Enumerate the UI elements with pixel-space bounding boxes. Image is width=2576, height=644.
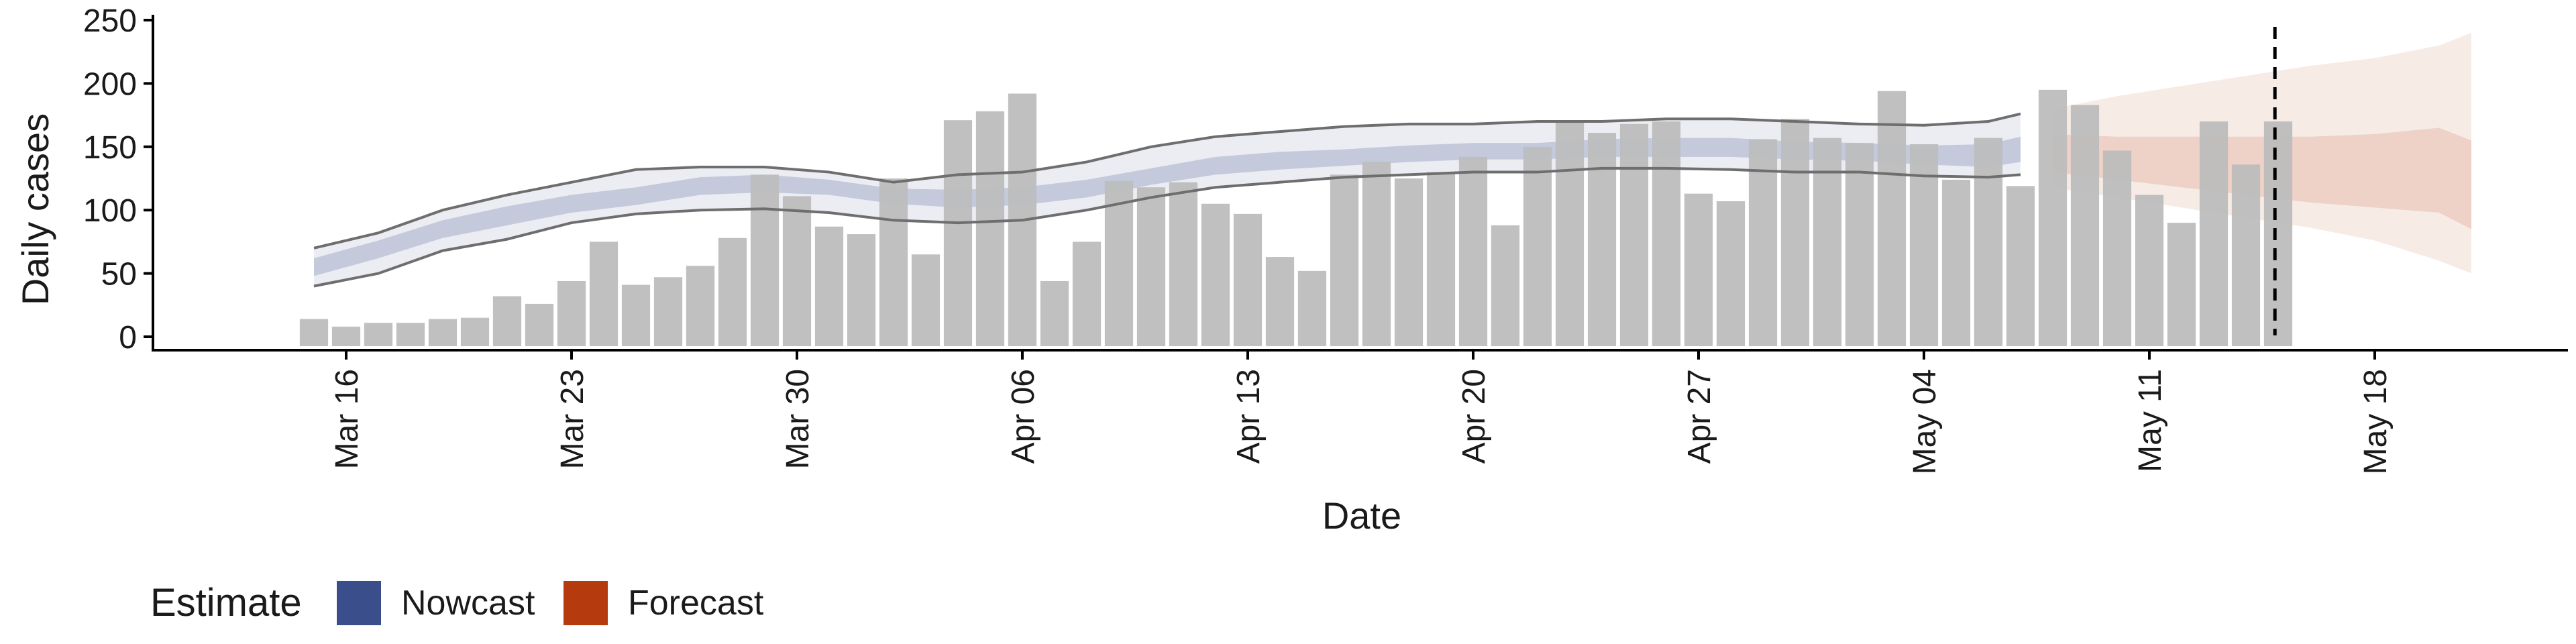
case-bar	[1941, 179, 1971, 346]
case-bar	[1136, 187, 1166, 346]
y-tick-label: 250	[83, 3, 137, 39]
y-tick-label: 100	[83, 193, 137, 229]
case-bar	[782, 196, 812, 346]
legend-title: Estimate	[150, 581, 302, 625]
case-bar	[1040, 280, 1069, 346]
case-bar	[1201, 203, 1230, 346]
case-bar	[975, 111, 1005, 346]
x-tick-label: May 04	[1907, 369, 1943, 474]
legend-swatch-forecast	[564, 581, 608, 625]
case-bar	[2167, 223, 2196, 346]
reported-case-bars	[299, 89, 2293, 347]
case-bar	[621, 284, 651, 346]
case-bar	[653, 277, 683, 346]
x-tick-label: Mar 23	[555, 369, 590, 469]
case-bar	[2199, 121, 2229, 347]
case-bar	[1619, 123, 1649, 347]
case-bar	[460, 317, 490, 346]
y-tick-label: 150	[83, 130, 137, 166]
case-bar	[1974, 138, 2003, 347]
case-bar	[1877, 91, 1907, 346]
legend-label-nowcast: Nowcast	[401, 584, 535, 623]
case-bar	[428, 319, 458, 346]
case-bar	[1458, 156, 1488, 347]
case-bar	[1845, 143, 1874, 347]
case-bar	[2038, 89, 2068, 346]
case-bar	[2102, 150, 2132, 347]
x-tick-label: May 18	[2358, 369, 2394, 474]
case-bar	[911, 254, 941, 346]
case-bar	[1394, 178, 1424, 346]
case-bar	[331, 326, 361, 346]
nowcast-upper-bound-line	[313, 112, 2021, 250]
case-bar	[557, 280, 586, 346]
case-bar	[2231, 164, 2261, 346]
case-bar	[1330, 174, 1359, 346]
estimate-lines	[313, 112, 2021, 288]
legend: Estimate Nowcast Forecast	[150, 581, 764, 625]
case-bar	[1813, 138, 1842, 347]
x-tick-label: Apr 13	[1231, 369, 1267, 464]
case-bar	[750, 174, 780, 346]
case-bar	[1169, 182, 1198, 346]
case-bar	[492, 296, 522, 346]
y-tick-label: 200	[83, 66, 137, 102]
case-bar	[1426, 172, 1456, 346]
legend-label-forecast: Forecast	[628, 584, 764, 623]
y-tick-label: 50	[101, 257, 137, 292]
x-tick-label: Apr 27	[1682, 369, 1717, 464]
x-axis-ticks: Mar 16 Mar 23 Mar 30 Apr 06 Apr 13 Apr 20 Apr …	[329, 350, 2394, 474]
case-bar	[814, 226, 844, 346]
case-bar	[364, 323, 393, 346]
forecast-90-interval-band	[2053, 32, 2471, 274]
case-bar	[396, 323, 425, 346]
case-bar	[1684, 193, 1713, 346]
case-bar	[1909, 144, 1939, 347]
case-bar	[1104, 180, 1134, 346]
x-tick-label: Mar 30	[780, 369, 816, 469]
case-bar	[2070, 105, 2100, 346]
case-bar	[1491, 225, 1520, 346]
y-axis-ticks: 0 50 100 150 200 250	[83, 3, 153, 356]
case-bar	[943, 120, 973, 347]
case-bar	[1748, 139, 1778, 347]
x-tick-label: May 11	[2133, 369, 2168, 472]
legend-swatch-nowcast	[337, 581, 381, 625]
case-bar	[1297, 270, 1327, 346]
x-tick-label: Apr 20	[1456, 369, 1492, 464]
case-bar	[525, 303, 554, 346]
case-bar	[299, 319, 329, 346]
case-bar	[879, 178, 908, 346]
case-bar	[1780, 119, 1810, 346]
case-bar	[1362, 162, 1391, 346]
x-tick-label: Apr 06	[1006, 369, 1041, 464]
case-bar	[1072, 241, 1102, 346]
case-bar	[1265, 257, 1295, 346]
case-bar	[718, 237, 747, 346]
case-bar	[589, 241, 619, 346]
case-bar	[1555, 121, 1585, 347]
case-bar	[1652, 121, 1681, 347]
y-tick-label: 0	[119, 320, 137, 356]
case-bar	[1523, 146, 1552, 347]
case-bar	[1716, 201, 1746, 346]
forecast-50-interval-band	[2053, 127, 2471, 229]
y-axis-title: Daily cases	[14, 113, 56, 305]
case-bar	[1587, 133, 1617, 347]
axes: 0 50 100 150 200 250 Mar 16 Mar 23 Mar 30 Apr 06…	[83, 3, 2568, 474]
case-bar	[2006, 186, 2035, 346]
x-axis-title: Date	[1322, 494, 1401, 537]
case-bar	[2263, 121, 2293, 347]
case-bar	[2135, 195, 2164, 346]
x-tick-label: Mar 16	[329, 369, 365, 469]
case-bar	[847, 234, 876, 346]
nowcast-lower-bound-line	[313, 166, 2021, 288]
case-bar	[1233, 213, 1263, 346]
case-bar	[686, 266, 715, 346]
